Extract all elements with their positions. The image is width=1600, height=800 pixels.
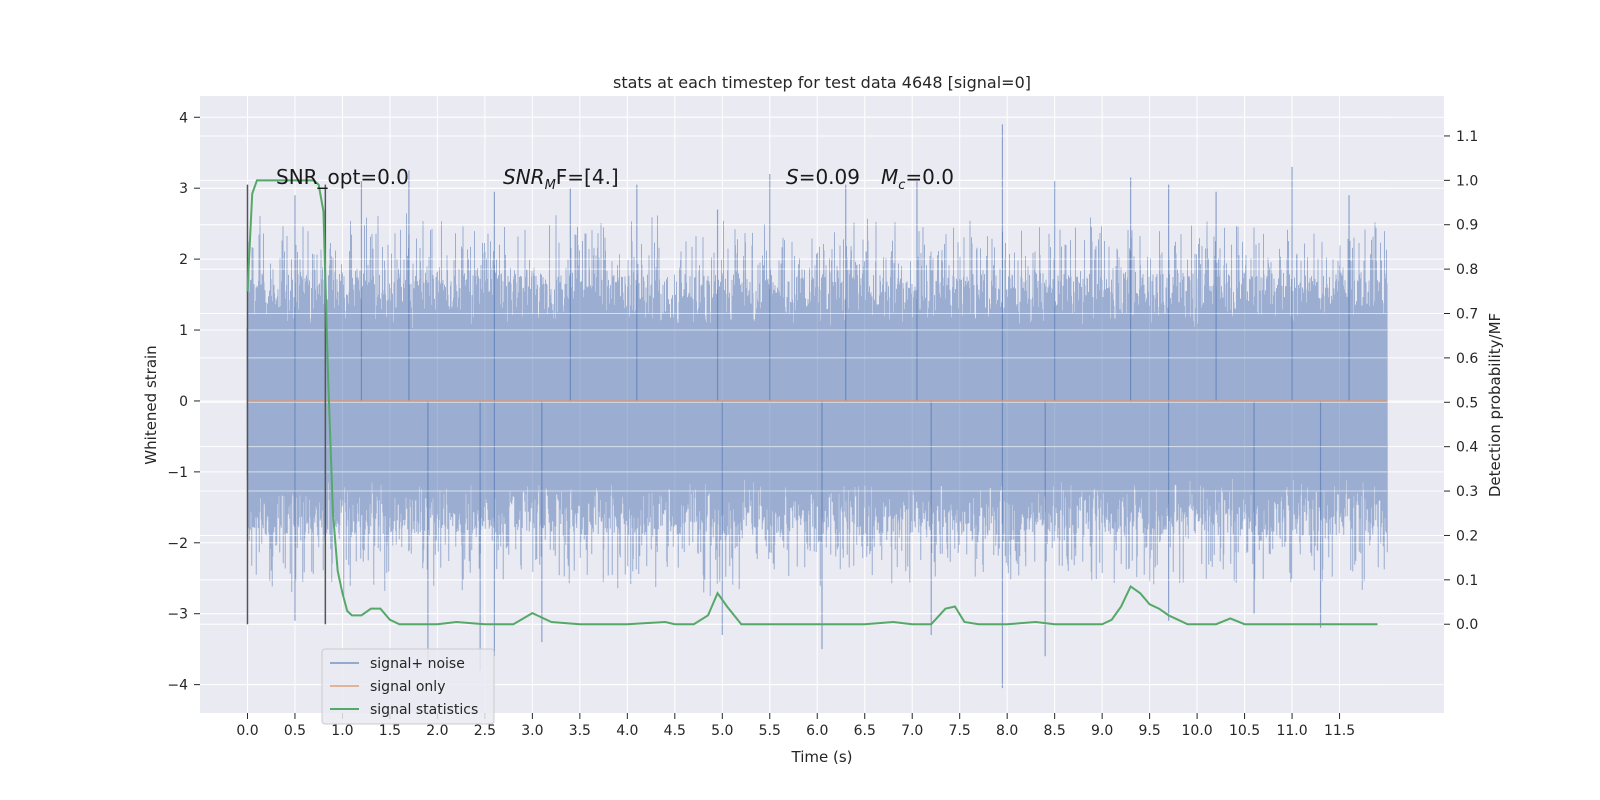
x-tick-label: 2.5 xyxy=(474,723,496,739)
x-tick-label: 0.5 xyxy=(284,723,306,739)
signal-statistics-line xyxy=(246,179,1378,626)
x-tick-label: 3.5 xyxy=(569,723,591,739)
x-tick-label: 7.0 xyxy=(901,723,923,739)
annotation-mc-sub: c xyxy=(898,178,905,193)
y-tick-label: −1 xyxy=(167,465,188,481)
y-right-tick-label: 0.1 xyxy=(1456,573,1478,589)
y-right-tick-label: 0.3 xyxy=(1456,484,1478,500)
x-tick-label: 1.0 xyxy=(331,723,353,739)
y-right-tick-label: 1.0 xyxy=(1456,173,1478,189)
series-signal-statistics xyxy=(246,179,1378,626)
y-right-tick-label: 0.6 xyxy=(1456,351,1478,367)
x-tick-label: 10.5 xyxy=(1229,723,1260,739)
annotation-mc-rest: =0.0 xyxy=(905,165,954,189)
y-right-tick-label: 0.9 xyxy=(1456,218,1478,234)
legend-label-signal-statistics: signal statistics xyxy=(370,702,478,718)
x-tick-label: 1.5 xyxy=(379,723,401,739)
ticks: 0.0 0.5 1.0 1.5 2.0 2.5 3.0 3.5 4.0 4.5 5.0 5.5 6.0 6… xyxy=(167,110,1478,739)
x-tick-label: 2.0 xyxy=(426,723,448,739)
x-tick-label: 11.5 xyxy=(1324,723,1355,739)
annotation-snr-mf: SNRMF=[4.] xyxy=(503,165,619,193)
signal-noise-trace xyxy=(246,213,1388,597)
x-tick-label: 6.0 xyxy=(806,723,828,739)
x-tick-label: 7.5 xyxy=(949,723,971,739)
y-tick-label: 2 xyxy=(179,252,188,268)
x-tick-label: 4.0 xyxy=(616,723,638,739)
y-tick-label: −4 xyxy=(167,678,188,694)
x-tick-label: 3.0 xyxy=(521,723,543,739)
y-right-tick-label: 0.5 xyxy=(1456,395,1478,411)
x-tick-label: 9.5 xyxy=(1138,723,1160,739)
annotation-snr-mf-var: SNR xyxy=(503,165,545,189)
y-tick-label: 1 xyxy=(179,323,188,339)
annotation-s-rest: =0.09 xyxy=(799,165,860,189)
annotation-mc-var: M xyxy=(881,165,898,189)
x-tick-label: 8.5 xyxy=(1044,723,1066,739)
annotation-snr-opt: SNR_opt=0.0 xyxy=(276,165,409,189)
annotation-s: S=0.09 xyxy=(786,165,860,189)
y-tick-label: 0 xyxy=(179,394,188,410)
y-right-tick-label: 0.0 xyxy=(1456,617,1478,633)
x-tick-label: 8.0 xyxy=(996,723,1018,739)
x-tick-label: 10.0 xyxy=(1182,723,1213,739)
y-right-tick-label: 0.2 xyxy=(1456,528,1478,544)
y-tick-label: 3 xyxy=(179,181,188,197)
y-right-tick-label: 1.1 xyxy=(1456,129,1478,145)
y-tick-label: −3 xyxy=(167,607,188,623)
x-tick-label: 11.0 xyxy=(1276,723,1307,739)
annotation-mc: Mc=0.0 xyxy=(881,165,954,193)
x-tick-label: 6.5 xyxy=(854,723,876,739)
x-tick-label: 4.5 xyxy=(664,723,686,739)
legend: signal+ noise signal only signal statist… xyxy=(321,648,495,725)
y-right-tick-label: 0.7 xyxy=(1456,307,1478,323)
y-right-axis-label: Detection probability/MF xyxy=(1486,313,1504,497)
annotation-snr-mf-sub: M xyxy=(545,178,556,193)
y-right-tick-label: 0.4 xyxy=(1456,440,1478,456)
x-tick-label: 9.0 xyxy=(1091,723,1113,739)
x-axis-label: Time (s) xyxy=(791,748,853,766)
x-tick-label: 5.0 xyxy=(711,723,733,739)
annotation-s-var: S xyxy=(786,165,799,189)
chart-title: stats at each timestep for test data 464… xyxy=(613,73,1031,92)
y-tick-label: −2 xyxy=(167,536,188,552)
y-tick-label: 4 xyxy=(179,110,188,126)
legend-label-signal-only: signal only xyxy=(370,679,445,695)
y-right-tick-label: 0.8 xyxy=(1456,262,1478,278)
x-tick-label: 0.0 xyxy=(236,723,258,739)
legend-box xyxy=(321,648,495,725)
legend-label-signal-noise: signal+ noise xyxy=(370,656,465,672)
y-axis-label: Whitened strain xyxy=(142,345,160,464)
annotation-snr-mf-rest: F=[4.] xyxy=(556,165,619,189)
x-tick-label: 5.5 xyxy=(759,723,781,739)
